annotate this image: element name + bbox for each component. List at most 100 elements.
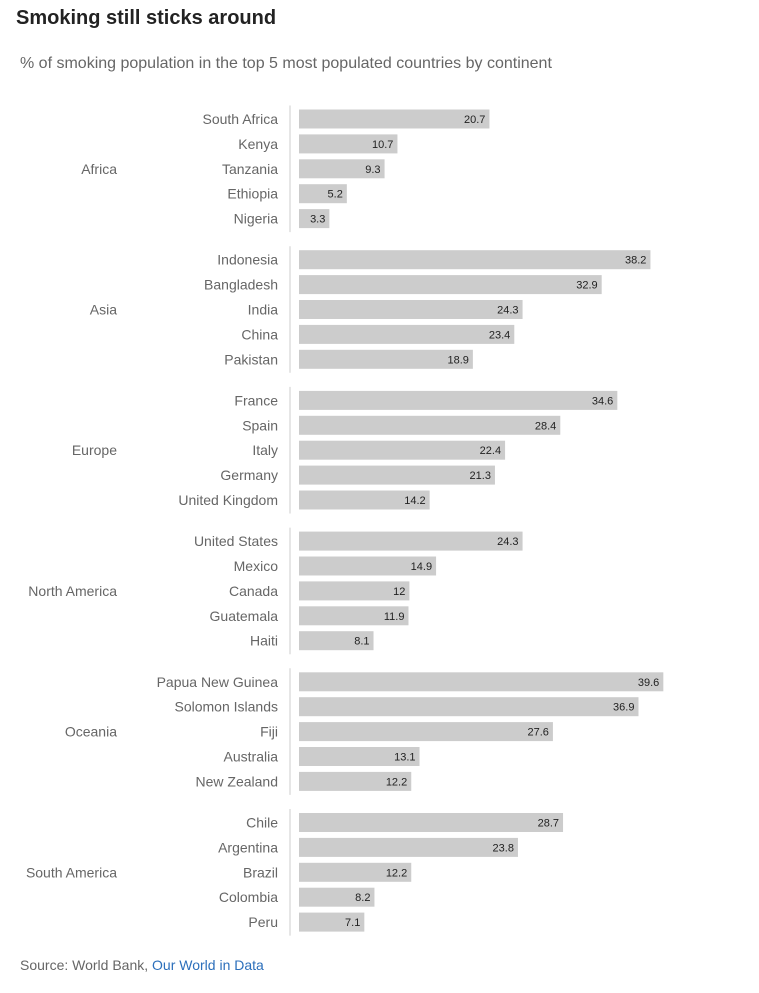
category-label: United States [194, 533, 278, 549]
group-label: Europe [72, 442, 117, 458]
value-label: 14.2 [404, 495, 425, 507]
bar[interactable] [299, 631, 374, 651]
group-label: North America [28, 583, 117, 599]
value-label: 9.3 [365, 164, 380, 176]
bar[interactable] [299, 465, 495, 485]
category-label: New Zealand [196, 773, 279, 789]
bar[interactable] [299, 912, 365, 932]
bar[interactable] [299, 722, 553, 742]
value-label: 22.4 [480, 445, 501, 457]
bar[interactable] [299, 581, 410, 601]
source-prefix: Source: World Bank, [20, 957, 149, 973]
chart-title: Smoking still sticks around [16, 7, 277, 29]
category-label: India [248, 302, 279, 318]
category-label: Peru [248, 914, 278, 930]
value-label: 28.7 [538, 818, 559, 830]
value-label: 20.7 [464, 114, 485, 126]
group-label: Africa [81, 161, 117, 177]
value-label: 23.8 [493, 842, 514, 854]
value-label: 14.9 [411, 561, 432, 573]
value-label: 21.3 [470, 470, 491, 482]
category-label: Pakistan [224, 351, 278, 367]
bar[interactable] [299, 209, 330, 229]
value-label: 23.4 [489, 329, 510, 341]
bar[interactable] [299, 349, 473, 369]
bar[interactable] [299, 837, 518, 857]
value-label: 11.9 [384, 611, 405, 623]
category-label: Chile [246, 815, 278, 831]
category-label: Italy [252, 442, 278, 458]
category-label: Mexico [234, 558, 279, 574]
source-note: Source: World Bank, Our World in Data [20, 957, 264, 973]
value-label: 27.6 [527, 727, 548, 739]
bar[interactable] [299, 275, 602, 295]
category-label: Ethiopia [227, 186, 278, 202]
bar[interactable] [299, 672, 664, 692]
bar[interactable] [299, 390, 618, 410]
bar[interactable] [299, 490, 430, 510]
category-label: South Africa [203, 111, 279, 127]
category-label: Bangladesh [204, 277, 278, 293]
bar[interactable] [299, 813, 564, 832]
value-label: 12 [393, 586, 405, 598]
bar[interactable] [299, 771, 412, 791]
value-label: 12.2 [386, 867, 407, 879]
category-label: Tanzania [222, 161, 278, 177]
value-label: 12.2 [386, 776, 407, 788]
group-label: Oceania [65, 724, 117, 740]
value-label: 24.3 [497, 305, 518, 317]
category-label: Colombia [219, 889, 278, 905]
value-label: 38.2 [625, 255, 646, 267]
bar[interactable] [299, 606, 409, 626]
value-label: 8.2 [355, 892, 370, 904]
value-label: 7.1 [345, 917, 360, 929]
category-label: Kenya [238, 136, 278, 152]
value-label: 5.2 [328, 189, 343, 201]
bar[interactable] [299, 862, 412, 882]
bar[interactable] [299, 184, 347, 204]
category-label: Indonesia [217, 252, 278, 268]
bar[interactable] [299, 887, 375, 907]
bar[interactable] [299, 697, 639, 717]
bar[interactable] [299, 415, 561, 435]
bar[interactable] [299, 747, 420, 766]
bar[interactable] [299, 440, 506, 460]
value-label: 32.9 [576, 280, 597, 292]
category-label: France [234, 392, 278, 408]
group-label: South America [26, 864, 117, 880]
category-label: Nigeria [234, 211, 279, 227]
chart-subtitle: % of smoking population in the top 5 mos… [20, 55, 552, 72]
category-label: China [241, 326, 278, 342]
category-label: Guatemala [210, 608, 279, 624]
bar[interactable] [299, 250, 651, 270]
value-label: 24.3 [497, 536, 518, 548]
value-label: 36.9 [613, 702, 634, 714]
category-label: Brazil [243, 864, 278, 880]
category-label: Haiti [250, 633, 278, 649]
value-label: 10.7 [372, 139, 393, 151]
category-label: Papua New Guinea [157, 674, 279, 690]
value-label: 13.1 [394, 752, 415, 764]
category-label: Spain [242, 417, 278, 433]
category-label: Australia [224, 749, 279, 765]
category-label: Canada [229, 583, 278, 599]
category-label: Germany [220, 467, 278, 483]
bar[interactable] [299, 556, 437, 576]
source-link[interactable]: Our World in Data [152, 957, 264, 973]
group-label: Asia [90, 302, 117, 318]
value-label: 28.4 [535, 420, 556, 432]
category-label: Solomon Islands [174, 699, 278, 715]
bar[interactable] [299, 531, 523, 551]
bar[interactable] [299, 324, 515, 344]
value-label: 8.1 [354, 636, 369, 648]
value-label: 39.6 [638, 677, 659, 689]
bar[interactable] [299, 109, 490, 129]
category-label: United Kingdom [178, 492, 278, 508]
category-label: Argentina [218, 839, 278, 855]
bar[interactable] [299, 159, 385, 179]
bar[interactable] [299, 134, 398, 154]
bar[interactable] [299, 300, 523, 319]
value-label: 3.3 [310, 214, 325, 226]
value-label: 18.9 [447, 354, 468, 366]
